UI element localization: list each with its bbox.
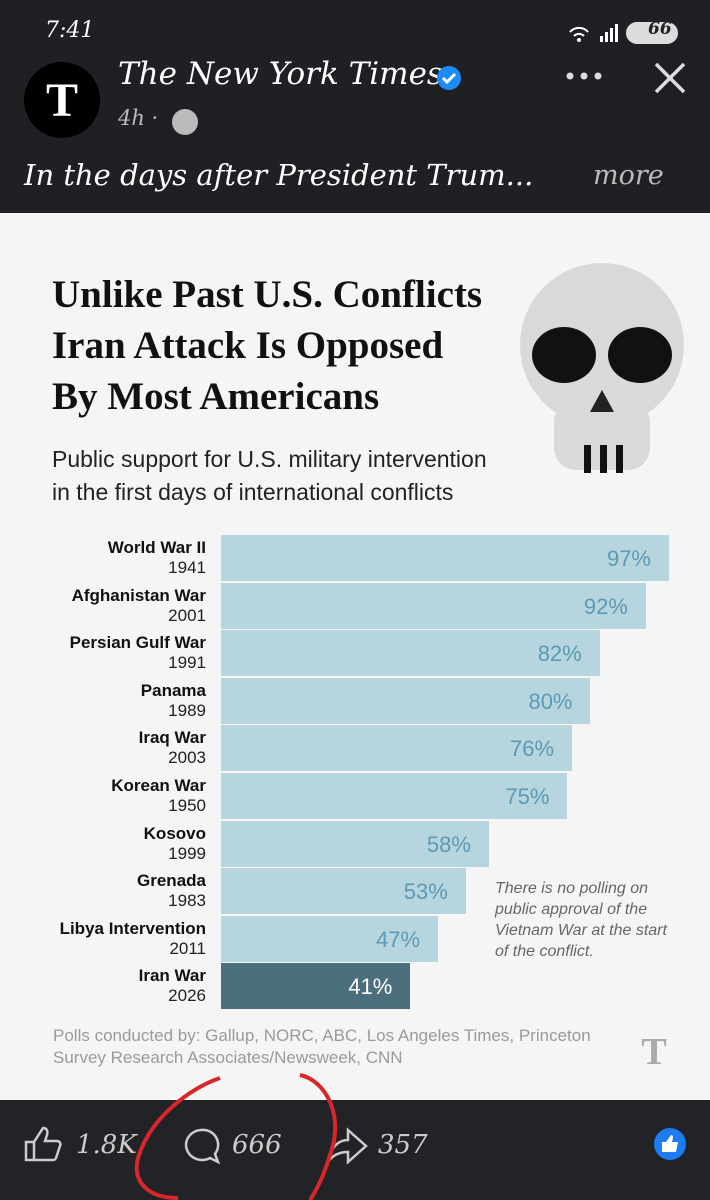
like-icon[interactable] — [22, 1124, 62, 1164]
category-year: 1941 — [168, 558, 206, 577]
category-year: 2001 — [168, 605, 206, 625]
share-count: 357 — [378, 1130, 428, 1160]
category-year: 1983 — [168, 891, 206, 911]
category-label: Korean War — [111, 776, 206, 795]
nyt-watermark: T — [641, 1031, 666, 1070]
value-label: 75% — [505, 784, 550, 809]
source: Polls conducted by: Gallup, NORC, ABC, L… — [53, 1026, 591, 1067]
value-label: 41% — [348, 974, 393, 1000]
annotation: There is no polling on public approval o… — [495, 880, 667, 960]
category-year: 1989 — [168, 700, 206, 720]
action-bar: 1.8K 666 357 — [0, 1100, 710, 1200]
value-label: 80% — [528, 688, 573, 714]
category-label: Iran War — [138, 966, 206, 986]
more-link[interactable]: more — [593, 160, 664, 191]
chart-title: Unlike Past U.S. Conflicts Iran Attack I… — [52, 273, 483, 418]
value-label: 53% — [403, 879, 448, 905]
bar — [221, 630, 600, 677]
bar — [221, 773, 568, 819]
globe-icon — [172, 109, 198, 135]
svg-text:T: T — [641, 1031, 666, 1070]
like-badge — [654, 1128, 686, 1160]
category-year: 2003 — [168, 748, 206, 768]
category-label: Grenada — [137, 871, 206, 891]
category-label: Afghanistan War — [71, 585, 206, 605]
value-label: 82% — [537, 641, 582, 667]
verified-badge — [437, 66, 461, 90]
category-year: 1950 — [168, 796, 206, 815]
menu-close[interactable] — [560, 62, 690, 94]
svg-text:T: T — [46, 74, 78, 127]
bar — [221, 868, 466, 915]
value-label: 58% — [426, 831, 471, 857]
skull-emoji — [520, 263, 684, 473]
category-year: 2026 — [168, 986, 206, 1006]
category-year: 1991 — [168, 653, 206, 673]
status-icons — [569, 22, 678, 44]
value-label: 47% — [376, 926, 421, 952]
red-scribble — [134, 1073, 338, 1200]
like-count: 1.8K — [76, 1130, 137, 1160]
value-label: 97% — [606, 546, 651, 571]
caption: In the days after President Trum... — [24, 158, 534, 192]
category-label: World War II — [107, 538, 206, 557]
nyt-logo[interactable]: T — [24, 62, 102, 140]
bar — [221, 915, 439, 962]
battery: 66 — [648, 19, 672, 39]
category-year: 1999 — [168, 843, 206, 863]
category-label: Kosovo — [143, 823, 206, 843]
comment-icon[interactable] — [180, 1126, 222, 1166]
post-age: 4h · — [118, 106, 159, 130]
author[interactable]: The New York Times — [118, 56, 443, 92]
bar — [221, 582, 646, 629]
chart-image: Unlike Past U.S. Conflicts Iran Attack I… — [0, 213, 710, 1100]
bar — [221, 725, 572, 772]
category-label: Libya Intervention — [59, 918, 206, 938]
bar — [221, 677, 591, 724]
clock: 7:41 — [45, 18, 95, 43]
value-label: 92% — [583, 593, 628, 619]
bar — [221, 963, 411, 1010]
category-label: Iraq War — [138, 728, 206, 748]
category-label: Persian Gulf War — [69, 633, 206, 653]
bar — [221, 820, 489, 867]
category-year: 2011 — [169, 938, 206, 958]
comment-count: 666 — [232, 1130, 282, 1160]
bar — [221, 535, 669, 581]
post-header: 7:41 66 T The New York Times 4h · In the… — [0, 0, 710, 213]
category-label: Panama — [140, 680, 206, 700]
value-label: 76% — [509, 736, 555, 762]
chart-subtitle: Public support for U.S. military interve… — [52, 446, 487, 505]
